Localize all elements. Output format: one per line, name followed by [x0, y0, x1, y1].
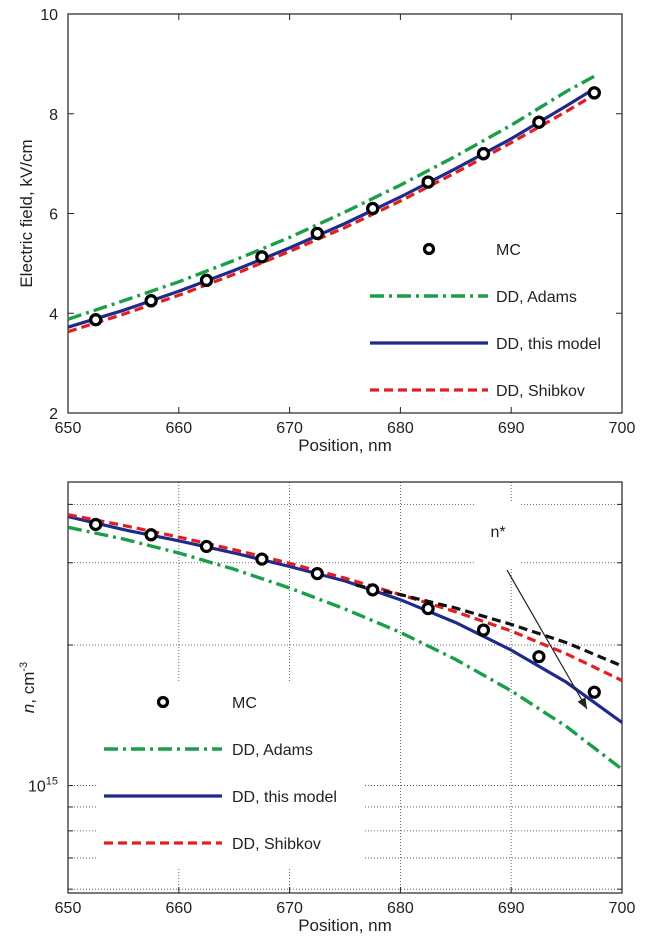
y-tick-label: 1015	[28, 776, 58, 796]
legend-label: DD, Adams	[496, 289, 577, 306]
legend-label: DD, this model	[232, 789, 337, 806]
annotation-arrowhead	[577, 697, 587, 709]
plot-frame	[67, 13, 623, 414]
legend-background	[96, 682, 364, 868]
x-tick-label: 690	[498, 420, 525, 437]
mc-point	[199, 539, 214, 554]
y-tick-label: 10	[40, 7, 58, 24]
y-tick-label: 2	[49, 406, 58, 423]
carrier-density-chart: 650 660 670 680 690 700 1015 Position, nm n, cm-…	[18, 481, 636, 935]
annotation-box	[476, 502, 520, 568]
x-tick-label: 670	[276, 900, 303, 917]
mc-point	[144, 294, 158, 308]
x-tick-label: 650	[55, 900, 82, 917]
x-tick-label: 680	[387, 900, 414, 917]
y-axis-label: n, cm-3	[18, 662, 38, 713]
legend-label: MC	[232, 695, 257, 712]
series-line	[67, 513, 623, 682]
mc-point	[255, 552, 269, 566]
x-tick-label: 670	[276, 420, 303, 437]
electric-field-chart: 650 660 670 680 690 700 2 4 6 8 10 Position, nm Elec…	[17, 7, 635, 455]
mc-point	[89, 517, 103, 532]
mc-point	[89, 313, 103, 327]
plot-frame	[67, 481, 623, 894]
mc-point	[476, 623, 491, 637]
legend-entry: DD, Adams	[104, 742, 313, 759]
annotation-label: n*	[490, 524, 505, 541]
legend-marker	[422, 242, 436, 256]
annotation-n-star: n*	[476, 502, 588, 710]
x-tick-label: 660	[165, 900, 192, 917]
x-tick-label: 650	[55, 420, 82, 437]
mc-point	[476, 147, 491, 161]
mc-point	[587, 86, 601, 100]
legend-entry: DD, Shibkov	[104, 836, 321, 853]
y-tick-label: 4	[49, 306, 58, 323]
mc-point	[144, 528, 158, 542]
series-line	[67, 515, 623, 724]
legend-label: DD, Shibkov	[496, 383, 585, 400]
series-line	[67, 93, 596, 334]
x-tick-label: 680	[387, 420, 414, 437]
series-line	[67, 525, 624, 771]
legend-entry: DD, Adams	[370, 289, 577, 306]
mc-point	[587, 685, 601, 699]
mc-point	[255, 250, 269, 264]
legend-label: DD, this model	[496, 336, 601, 353]
x-axis-label: Position, nm	[298, 436, 392, 455]
x-tick-label: 700	[609, 420, 636, 437]
mc-point	[310, 566, 324, 581]
series-line	[67, 87, 596, 329]
x-tick-label: 690	[498, 900, 525, 917]
n-star-line	[355, 583, 623, 668]
mc-point	[532, 650, 546, 664]
legend-entry: MC	[156, 695, 257, 712]
annotation-arrow	[506, 569, 588, 710]
legend-label: MC	[496, 242, 521, 259]
y-tick-label: 8	[49, 107, 58, 124]
legend-entry: DD, this model	[104, 789, 337, 806]
mc-point	[310, 226, 324, 241]
y-axis-label: Electric field, kV/cm	[17, 139, 36, 287]
mc-point	[199, 273, 214, 287]
series-line	[67, 74, 596, 321]
legend-label: DD, Adams	[232, 742, 313, 759]
legend-entry: MC	[422, 242, 521, 259]
mc-point	[421, 175, 435, 189]
legend-entry: DD, Shibkov	[370, 383, 585, 400]
legend-label: DD, Shibkov	[232, 836, 321, 853]
y-tick-label: 6	[49, 207, 58, 224]
legend: MC DD, Adams DD, this model DD, Shibkov	[96, 682, 364, 868]
mc-point	[366, 583, 380, 597]
legend-entry: DD, this model	[370, 336, 601, 353]
legend-marker	[156, 695, 170, 709]
x-tick-label: 660	[165, 420, 192, 437]
x-tick-label: 700	[609, 900, 636, 917]
x-axis-label: Position, nm	[298, 916, 392, 935]
mc-point	[421, 601, 435, 616]
mc-point	[366, 201, 380, 216]
mc-point	[532, 115, 546, 129]
